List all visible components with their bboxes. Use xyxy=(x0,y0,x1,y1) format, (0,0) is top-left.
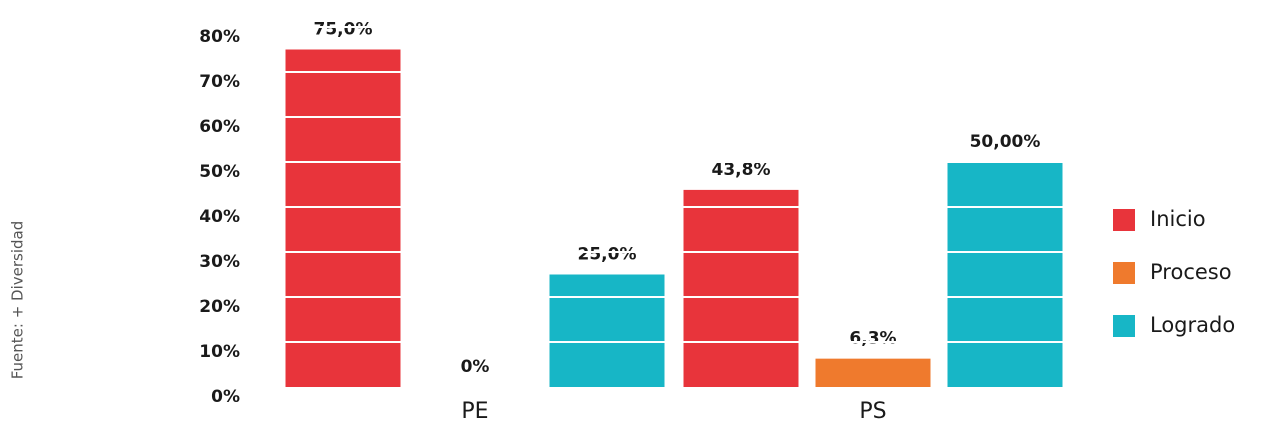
bar xyxy=(683,189,799,387)
legend-label: Proceso xyxy=(1150,260,1232,284)
bar xyxy=(285,49,401,387)
y-tick-label: 30% xyxy=(199,252,240,272)
y-tick-label: 10% xyxy=(199,342,240,362)
legend-label: Logrado xyxy=(1150,313,1235,337)
legend-swatch xyxy=(1113,262,1135,284)
y-tick-label: 50% xyxy=(199,162,240,182)
y-tick-label: 60% xyxy=(199,117,240,137)
legend-label: Inicio xyxy=(1150,207,1206,231)
value-label: 25,0% xyxy=(578,245,637,265)
legend-swatch xyxy=(1113,315,1135,337)
x-tick-label: PE xyxy=(461,399,488,424)
source-note: Fuente: + Diversidad xyxy=(9,221,27,380)
y-tick-label: 20% xyxy=(199,297,240,317)
y-tick-label: 40% xyxy=(199,207,240,227)
value-label: 75,0% xyxy=(314,20,373,40)
bar xyxy=(947,162,1063,387)
legend-swatch xyxy=(1113,209,1135,231)
y-tick-label: 80% xyxy=(199,27,240,47)
value-label: 0% xyxy=(461,357,490,377)
value-label: 43,8% xyxy=(712,160,771,180)
x-tick-label: PS xyxy=(859,399,886,424)
value-label: 6,3% xyxy=(849,329,896,349)
y-tick-label: 0% xyxy=(211,387,240,407)
value-label: 50,00% xyxy=(970,132,1041,152)
bar xyxy=(549,274,665,387)
y-tick-label: 70% xyxy=(199,72,240,92)
bar xyxy=(815,358,931,387)
